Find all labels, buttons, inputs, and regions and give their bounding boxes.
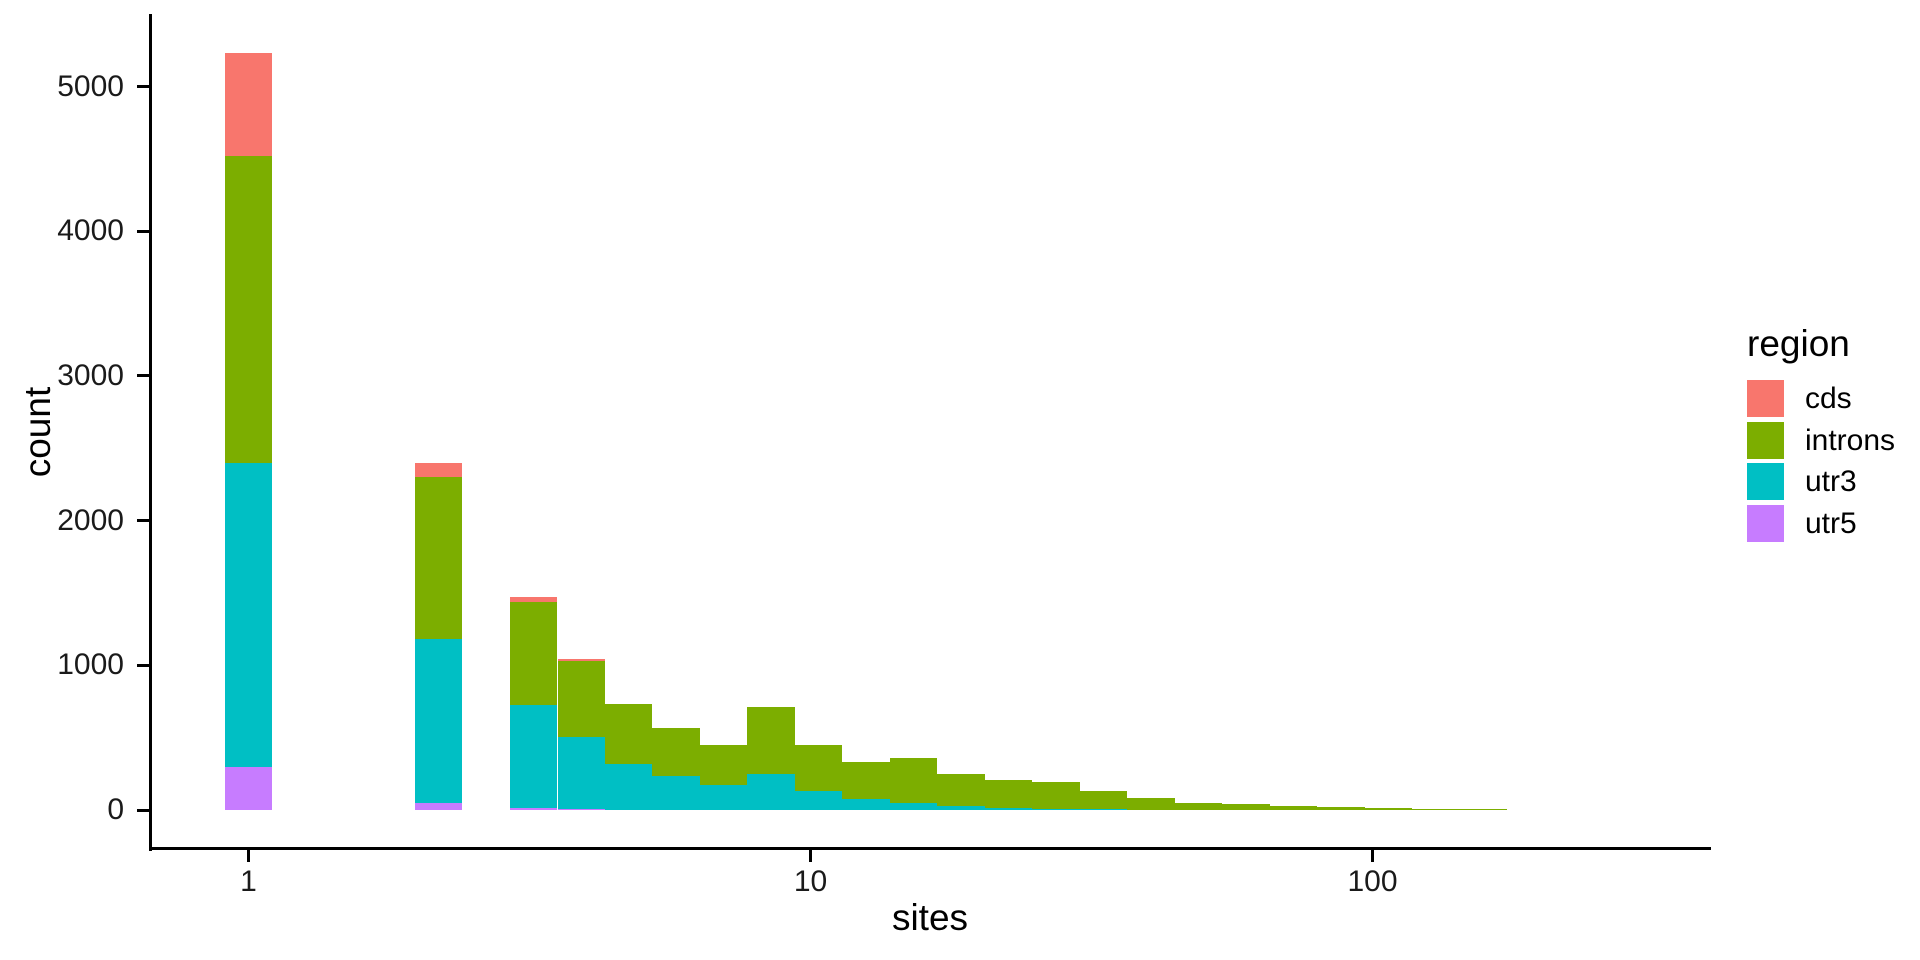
bar-segment-utr3-bin5 [652, 776, 700, 810]
y-tick-label: 5000 [57, 69, 124, 103]
legend-title: region [1747, 323, 1850, 364]
y-tick-mark-3000 [137, 374, 149, 378]
bar-segment-introns-bin7 [747, 707, 795, 774]
legend-label: utr3 [1805, 465, 1857, 498]
y-tick-mark-5000 [137, 85, 149, 88]
y-tick-label: 2000 [57, 503, 124, 537]
bar-segment-utr5-bin1 [414, 802, 463, 810]
bar-segment-utr5-bin2 [509, 807, 558, 810]
bar-segment-introns-bin10 [889, 757, 938, 804]
x-tick-mark-1 [247, 850, 250, 862]
bar-segment-utr3-bin10 [889, 803, 938, 810]
bar-segment-introns-bin4 [604, 704, 653, 764]
bar-segment-introns-bin5 [652, 728, 700, 777]
bar-segment-utr3-bin1 [414, 639, 463, 803]
bar-segment-cds-bin0 [224, 53, 273, 156]
legend-label: introns [1805, 423, 1896, 457]
legend-swatch-utr5 [1747, 504, 1784, 542]
legend-item-utr5: utr5 [1747, 504, 1857, 542]
x-axis-line [149, 847, 1711, 850]
bar-segment-introns-bin2 [509, 601, 558, 706]
y-tick-label: 3000 [57, 358, 124, 392]
bar-segment-utr3-bin0 [224, 462, 273, 767]
legend-swatch-utr3 [1747, 463, 1784, 500]
bar-segment-introns-bin22 [1459, 808, 1507, 810]
bar-segment-utr3-bin4 [604, 763, 653, 810]
bar-segment-introns-bin1 [414, 477, 463, 640]
y-axis-line [149, 14, 152, 851]
legend-item-utr3: utr3 [1747, 463, 1857, 500]
bar-segment-introns-bin17 [1222, 804, 1270, 810]
y-tick-mark-1000 [137, 663, 149, 667]
bar-segment-cds-bin1 [414, 462, 463, 478]
bar-segment-introns-bin13 [1032, 781, 1080, 809]
x-axis-title: sites [891, 897, 969, 938]
bar-segment-introns-bin11 [937, 773, 985, 806]
bar-segment-introns-bin8 [794, 744, 843, 792]
legend-label: cds [1805, 382, 1852, 415]
legend: region cds introns utr3 utr5 [1747, 322, 1917, 542]
legend-swatch-cds [1747, 380, 1784, 417]
bar-segment-utr3-bin6 [699, 785, 748, 810]
x-tick-label: 10 [793, 865, 828, 898]
y-tick-mark-4000 [137, 229, 149, 233]
bar-segment-introns-bin21 [1412, 808, 1460, 810]
bar-segment-introns-bin3 [557, 661, 605, 737]
legend-swatch-introns [1747, 421, 1784, 459]
bar-segment-introns-bin20 [1364, 808, 1412, 810]
bar-segment-utr3-bin3 [557, 736, 605, 810]
legend-item-cds: cds [1747, 380, 1852, 417]
bar-segment-introns-bin12 [984, 779, 1033, 809]
legend-label: utr5 [1805, 506, 1857, 540]
bar-segment-utr3-bin7 [747, 773, 795, 810]
bar-segment-cds-bin2 [509, 596, 558, 602]
x-tick-label: 1 [240, 865, 257, 898]
y-tick-label: 1000 [57, 648, 124, 682]
bar-segment-introns-bin9 [842, 762, 890, 800]
x-tick-mark-10 [809, 850, 812, 862]
bar-segment-utr3-bin8 [794, 791, 843, 810]
bar-segment-utr5-bin3 [557, 808, 605, 810]
bar-segment-introns-bin18 [1269, 805, 1317, 810]
y-tick-label: 4000 [57, 214, 124, 248]
bar-segment-cds-bin3 [557, 659, 605, 661]
x-tick-mark-100 [1371, 850, 1374, 862]
y-tick-label: 0 [107, 793, 124, 826]
bar-segment-utr5-bin0 [224, 766, 273, 810]
y-tick-mark-2000 [137, 519, 149, 523]
x-tick-label: 100 [1347, 865, 1398, 898]
bar-segment-utr3-bin2 [509, 705, 558, 808]
bar-segment-introns-bin6 [699, 744, 748, 786]
bar-segment-utr3-bin13 [1032, 808, 1080, 810]
bar-segment-introns-bin14 [1079, 790, 1128, 810]
bar-segment-utr3-bin12 [984, 808, 1033, 810]
bar-segment-introns-bin16 [1174, 802, 1222, 810]
bar-segment-utr3-bin11 [937, 805, 985, 810]
legend-item-introns: introns [1747, 421, 1896, 459]
bar-segment-utr3-bin9 [842, 799, 890, 810]
bar-segment-introns-bin15 [1127, 798, 1175, 810]
y-tick-mark-0 [137, 808, 149, 812]
bar-segment-utr3-bin14 [1079, 808, 1128, 810]
bar-segment-introns-bin0 [224, 156, 273, 463]
y-axis-title: count [17, 386, 58, 478]
bar-segment-introns-bin19 [1317, 807, 1365, 810]
